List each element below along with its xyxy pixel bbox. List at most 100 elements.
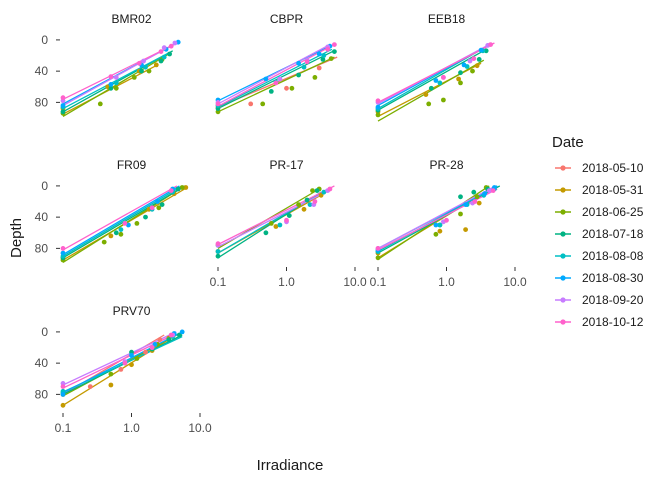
data-point-2018-07-18 (483, 48, 489, 54)
data-point-2018-08-30 (263, 76, 269, 82)
data-point-2018-09-20 (161, 45, 167, 51)
data-point-2018-10-12 (60, 384, 66, 389)
x-tick-label: 10.0 (188, 421, 212, 435)
fit-line-2018-07-18 (377, 48, 487, 111)
data-point-2018-06-25 (108, 371, 114, 377)
data-point-2018-06-25 (131, 75, 137, 80)
data-point-2018-06-25 (312, 75, 318, 80)
x-tick-label: 10.0 (343, 275, 367, 289)
data-point-2018-07-18 (332, 49, 337, 54)
data-point-2018-06-25 (441, 97, 446, 103)
legend-entry-2018-05-31: 2018-05-31 (555, 183, 644, 197)
data-point-2018-10-12 (60, 246, 66, 251)
data-point-2018-10-12 (122, 360, 128, 366)
y-tick-label: 40 (35, 64, 49, 78)
y-tick-label: 0 (41, 179, 48, 193)
facet-panel-pr-28: PR-28 0.1 1.0 10.0 (370, 158, 527, 289)
facet-strip-label: PR-28 (429, 158, 463, 172)
data-point-2018-10-12 (312, 199, 318, 204)
data-point-2018-07-18 (60, 109, 66, 115)
data-point-2018-07-18 (215, 253, 221, 259)
data-point-2018-07-18 (268, 89, 274, 94)
fit-line-2018-08-08 (217, 188, 329, 254)
y-axis-title: Depth (8, 218, 25, 258)
y-tick-label: 0 (41, 33, 48, 47)
data-point-2018-10-12 (273, 80, 279, 86)
data-point-2018-05-31 (60, 402, 66, 408)
data-point-2018-06-25 (470, 68, 475, 74)
data-point-2018-10-12 (60, 95, 66, 101)
data-point-2018-10-12 (149, 345, 155, 350)
data-point-2018-05-31 (108, 382, 114, 388)
data-point-2018-07-18 (304, 197, 310, 203)
y-tick-label: 40 (35, 356, 49, 370)
fit-line-2018-07-18 (217, 49, 336, 110)
data-point-2018-06-25 (474, 194, 480, 200)
data-point-2018-08-08 (321, 53, 327, 58)
data-point-2018-06-25 (146, 68, 152, 74)
legend-entry-label: 2018-08-08 (582, 249, 644, 263)
data-point-2018-10-12 (375, 246, 381, 251)
data-point-2018-05-10 (157, 337, 163, 343)
data-point-2018-06-25 (458, 211, 463, 217)
data-point-2018-09-20 (141, 58, 147, 64)
facet-panel-cbpr: CBPR (215, 12, 338, 115)
data-point-2018-10-12 (332, 42, 337, 47)
legend-entry-2018-08-08: 2018-08-08 (555, 249, 644, 263)
facet-panels: BMR02 0 40 80 CBPR EEB18 FR09 0 40 80 PR-17 0.1 1.0 1… (35, 12, 527, 435)
fit-line-2018-10-12 (62, 185, 178, 251)
fit-line-2018-09-20 (217, 188, 333, 248)
data-point-2018-05-31 (437, 228, 443, 234)
data-point-2018-07-18 (458, 70, 463, 76)
data-point-2018-08-30 (60, 250, 66, 256)
data-point-2018-08-30 (482, 191, 487, 197)
data-point-2018-10-12 (136, 60, 142, 66)
facet-strip-label: PR-17 (269, 158, 303, 172)
data-point-2018-09-20 (113, 75, 119, 80)
data-point-2018-09-20 (467, 58, 473, 64)
data-point-2018-06-25 (296, 202, 301, 208)
data-point-2018-06-25 (328, 56, 334, 61)
data-point-2018-05-31 (129, 362, 134, 368)
data-point-2018-05-31 (456, 76, 461, 82)
data-point-2018-10-12 (375, 98, 381, 104)
data-point-2018-10-12 (325, 46, 331, 52)
data-point-2018-10-12 (441, 75, 446, 80)
y-tick-label: 80 (35, 387, 49, 401)
legend-key-point (560, 209, 566, 215)
data-point-2018-10-12 (168, 43, 174, 49)
y-tick-label: 80 (35, 241, 49, 255)
data-point-2018-10-12 (327, 186, 333, 192)
data-point-2018-10-12 (122, 221, 128, 226)
data-point-2018-07-18 (458, 194, 463, 200)
legend-entry-2018-07-18: 2018-07-18 (555, 227, 644, 241)
data-point-2018-08-30 (129, 352, 134, 358)
facet-strip-label: PRV70 (113, 304, 151, 318)
legend-entry-2018-09-20: 2018-09-20 (555, 293, 644, 307)
facet-panel-bmr02: BMR02 0 40 80 (35, 12, 181, 117)
data-point-2018-05-10 (87, 384, 93, 389)
data-point-2018-08-08 (437, 80, 443, 86)
x-tick-label: 1.0 (438, 275, 455, 289)
data-point-2018-06-25 (375, 112, 381, 118)
legend-key-point (560, 165, 566, 171)
data-point-2018-08-30 (433, 222, 439, 228)
data-point-2018-05-10 (248, 101, 254, 107)
data-point-2018-10-12 (215, 101, 221, 107)
data-point-2018-10-12 (304, 59, 310, 65)
data-point-2018-08-30 (375, 104, 381, 110)
fit-line-2018-10-12 (377, 188, 498, 251)
data-point-2018-07-18 (167, 51, 173, 57)
fit-line-2018-09-20 (62, 331, 177, 386)
data-point-2018-07-18 (263, 230, 269, 236)
data-point-2018-10-12 (108, 74, 114, 79)
data-point-2018-07-18 (177, 332, 182, 338)
legend-entry-label: 2018-07-18 (582, 227, 644, 241)
x-tick-label: 1.0 (278, 275, 295, 289)
data-point-2018-06-25 (134, 221, 140, 226)
data-point-2018-08-08 (321, 189, 327, 195)
data-point-2018-05-31 (476, 200, 482, 206)
legend-entry-2018-08-30: 2018-08-30 (555, 271, 644, 285)
data-point-2018-08-30 (60, 392, 66, 397)
data-point-2018-06-25 (101, 239, 107, 245)
